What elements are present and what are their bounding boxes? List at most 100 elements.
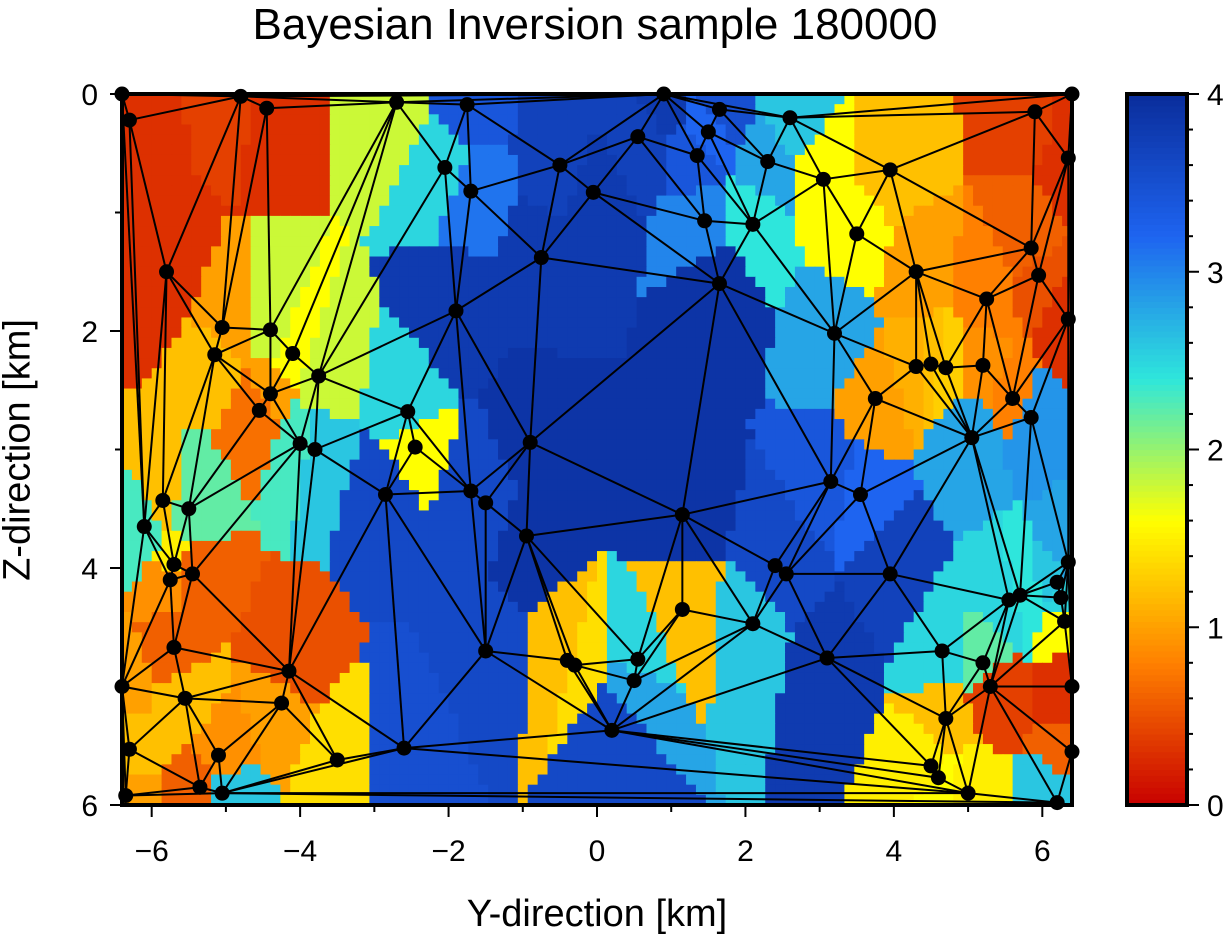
node-point (604, 722, 620, 738)
triangle-edge (128, 120, 146, 527)
triangle-edge (704, 219, 753, 226)
triangle-edge (610, 680, 636, 731)
node-point (121, 112, 137, 128)
triangle-edge (636, 514, 684, 660)
triangle-edge (214, 328, 271, 356)
triangle-edge (455, 256, 542, 312)
triangle-edge (662, 93, 699, 157)
triangle-edge (187, 508, 194, 574)
chart-title: Bayesian Inversion sample 180000 (252, 0, 938, 49)
node-point (207, 347, 223, 363)
triangle-edge (826, 573, 891, 659)
triangle-edge (611, 622, 754, 732)
triangle-edge (945, 685, 991, 720)
node-point (259, 100, 275, 116)
x-axis: −6 −4 −2 0 2 4 6 (135, 805, 1051, 868)
triangle-edge (696, 154, 754, 225)
triangle-edge (172, 508, 190, 565)
y-tick-label: 0 (81, 79, 98, 112)
node-point (233, 88, 249, 104)
y-axis: 0 2 4 6 (81, 79, 122, 823)
triangle-edge (785, 573, 828, 659)
node-point (185, 566, 201, 582)
node-point (711, 101, 727, 117)
node-point (778, 566, 794, 582)
triangle-edge (860, 436, 973, 496)
triangle-edge (526, 513, 683, 537)
node-point (823, 473, 839, 489)
triangle-edge (385, 489, 471, 496)
triangle-edge (681, 283, 721, 515)
node-point (329, 752, 345, 768)
node-point (882, 162, 898, 178)
triangle-edge (221, 96, 242, 328)
triangle-edge (559, 93, 665, 166)
node-point (923, 356, 939, 372)
node-point (251, 402, 267, 418)
triangle-edge (403, 747, 969, 795)
triangle-edge (1030, 157, 1070, 249)
triangle-edge (682, 480, 832, 516)
node-point (518, 528, 534, 544)
triangle-edge (681, 513, 776, 567)
node-point (908, 264, 924, 280)
triangle-edge (288, 494, 387, 672)
triangle-edge (470, 441, 531, 492)
triangle-edge (221, 108, 268, 328)
triangle-edge (395, 101, 446, 169)
node-point (1023, 240, 1039, 256)
triangle-edge (889, 168, 1032, 249)
triangle-edge (525, 535, 576, 666)
triangle-edge (574, 658, 638, 667)
node-point (852, 487, 868, 503)
node-point (975, 655, 991, 671)
triangle-edge (985, 298, 1014, 399)
node-point (407, 439, 423, 455)
node-point (1057, 613, 1073, 629)
triangle-edge (1019, 561, 1069, 597)
node-point (463, 483, 479, 499)
node-point (121, 741, 137, 757)
node-point (819, 650, 835, 666)
triangle-edge (188, 442, 301, 510)
node-point (292, 436, 308, 452)
node-point (159, 264, 175, 280)
triangle-edge (774, 480, 832, 567)
triangle-edge (611, 729, 969, 795)
colorbar-tick-label: 3 (1207, 257, 1224, 290)
triangle-edge (125, 792, 223, 797)
triangle-edge (185, 697, 282, 705)
triangle-edge (1011, 275, 1040, 399)
triangle-edge (707, 131, 754, 225)
triangle-edge (930, 718, 947, 767)
node-point (711, 276, 727, 292)
node-point (1027, 104, 1043, 120)
triangle-edge (682, 608, 754, 625)
node-point (478, 643, 494, 659)
triangle-edge (1011, 318, 1070, 400)
node-point (1053, 590, 1069, 606)
triangle-edge (384, 493, 487, 652)
triangle-edge (403, 729, 612, 750)
triangle-edge (221, 702, 283, 794)
node-point (377, 487, 393, 503)
colorbar-tick-label: 0 (1207, 790, 1224, 823)
triangle-edge (287, 449, 316, 672)
node-point (630, 129, 646, 145)
triangle-edge (161, 271, 168, 501)
triangle-edge (718, 283, 832, 482)
triangle-edge (986, 274, 1040, 300)
triangle-edge (592, 136, 639, 193)
node-point (630, 651, 646, 667)
node-point (934, 643, 950, 659)
node-point (700, 124, 716, 140)
triangle-edge (396, 101, 468, 106)
colorbar-tick-label: 4 (1207, 79, 1224, 112)
triangle-edge (1030, 417, 1070, 563)
triangle-edge (823, 168, 891, 181)
x-tick-label: 6 (1034, 835, 1051, 868)
triangle-edge (944, 298, 988, 369)
triangle-edge (288, 670, 405, 749)
